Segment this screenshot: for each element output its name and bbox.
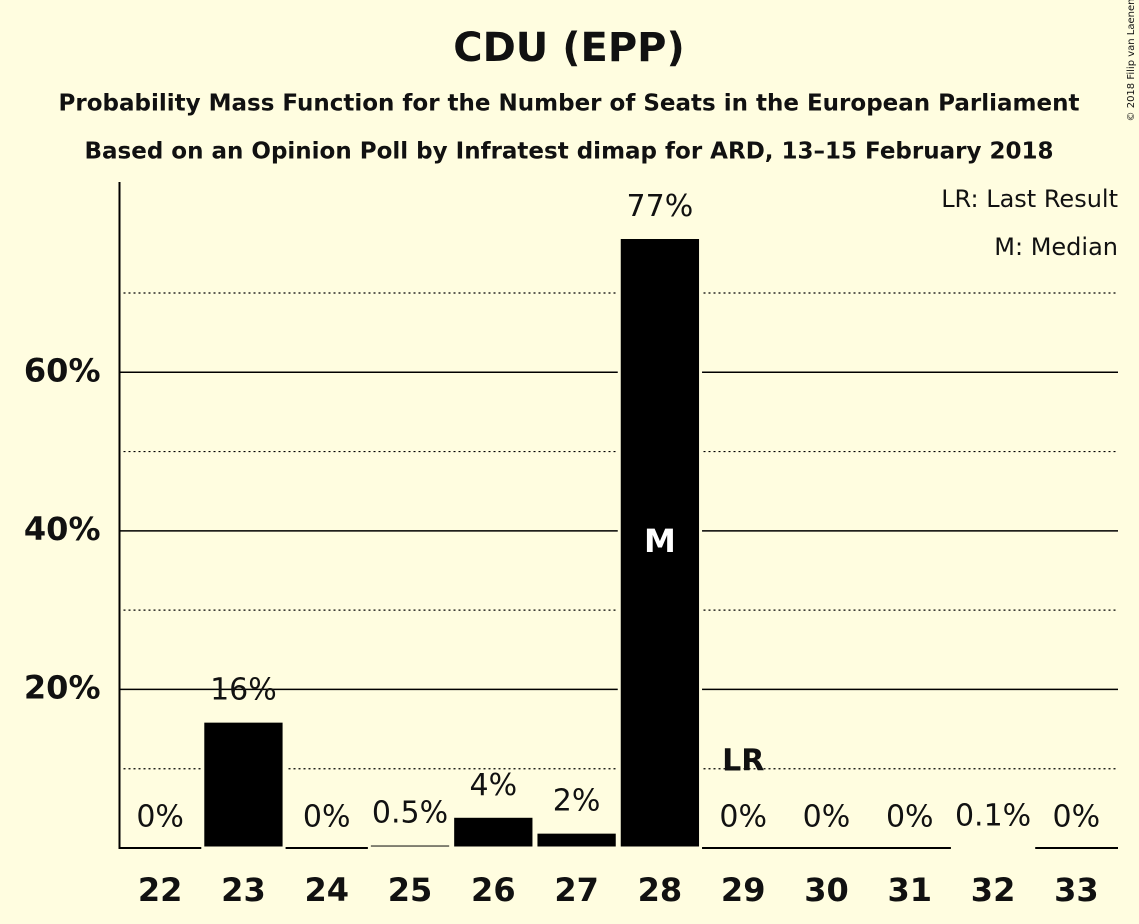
value-label: 0% (886, 800, 934, 835)
value-label: 0% (719, 800, 767, 835)
chart-title: CDU (EPP) (453, 25, 684, 71)
value-label: 0% (1053, 800, 1101, 835)
bar (451, 814, 536, 850)
x-tick-label: 28 (638, 871, 683, 909)
value-label: 0.1% (955, 799, 1031, 834)
value-label: 0% (136, 800, 184, 835)
value-label: 16% (210, 673, 277, 708)
x-tick-label: 27 (554, 871, 599, 909)
x-tick-label: 33 (1054, 871, 1099, 909)
value-label: 2% (553, 784, 601, 819)
value-label: 0% (803, 800, 851, 835)
x-tick-label: 29 (721, 871, 766, 909)
value-label: 0% (303, 800, 351, 835)
copyright: © 2018 Filip van Laenen (1126, 0, 1137, 121)
x-tick-label: 31 (888, 871, 933, 909)
value-label: 0.5% (372, 796, 448, 831)
bar (534, 830, 619, 850)
legend-entry: LR: Last Result (941, 185, 1118, 213)
last-result-label: LR (722, 744, 764, 779)
bar (950, 845, 1036, 850)
chart-subtitle: Based on an Opinion Poll by Infratest di… (85, 139, 1054, 165)
y-tick-label: 40% (24, 510, 101, 548)
x-tick-label: 25 (388, 871, 433, 909)
value-label: 4% (470, 768, 518, 803)
value-label: 77% (627, 189, 694, 224)
y-tick-label: 60% (24, 351, 101, 389)
x-tick-label: 23 (221, 871, 266, 909)
median-label: M (644, 522, 676, 560)
x-tick-label: 24 (304, 871, 349, 909)
bar (617, 236, 703, 850)
chart-subtitle: Probability Mass Function for the Number… (59, 91, 1080, 117)
x-tick-label: 32 (971, 871, 1016, 909)
bar (201, 719, 286, 850)
x-tick-label: 26 (471, 871, 516, 909)
legend-entry: M: Median (994, 233, 1118, 261)
x-tick-label: 22 (138, 871, 183, 909)
x-tick-label: 30 (804, 871, 849, 909)
y-tick-label: 20% (24, 668, 101, 706)
bar (367, 842, 453, 850)
